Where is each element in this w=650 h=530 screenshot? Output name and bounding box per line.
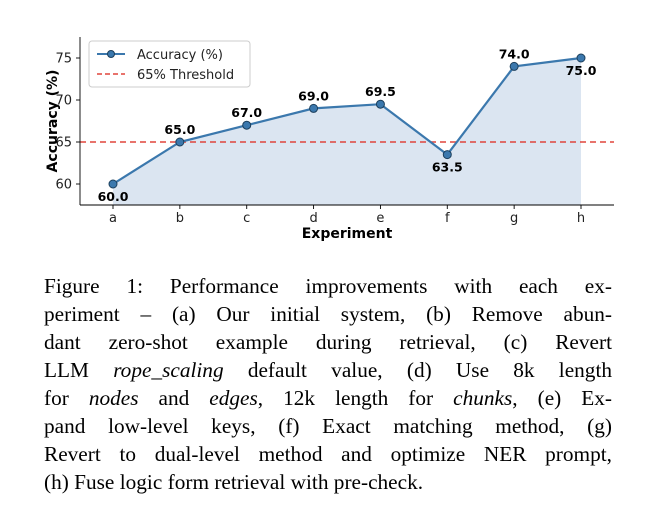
data-point-c [242, 120, 252, 130]
y-axis-title: Accuracy (%) [45, 70, 61, 173]
caption-text: for [44, 386, 89, 410]
legend-box [88, 40, 251, 88]
x-tick-label: g [510, 211, 518, 226]
x-tick-label: c [243, 211, 250, 226]
data-label-d: 69.0 [298, 88, 329, 103]
caption-line: (h) Fuse logic form retrieval with pre-c… [44, 468, 612, 496]
figure-caption: Figure 1: Performance improvements with … [44, 272, 612, 496]
y-tick-label: 65 [55, 136, 72, 151]
y-tick-label: 75 [55, 52, 72, 67]
caption-text: , (e) Ex- [512, 386, 612, 410]
data-label-h: 75.0 [566, 63, 597, 78]
accuracy-chart: 60.0 65.0 67.0 69.0 69.5 63.5 74.0 75.0 60 65 70 75… [45, 37, 614, 242]
caption-text: Revert to dual-level method and optimize… [44, 442, 612, 466]
series-line [112, 56, 582, 185]
y-tick-label: 70 [55, 94, 72, 109]
x-tick-label: h [577, 211, 585, 226]
data-label-b: 65.0 [164, 122, 195, 137]
caption-text: Figure 1: Performance improvements with … [44, 274, 612, 298]
caption-text: periment – (a) Our initial system, (b) R… [44, 302, 612, 326]
data-label-f: 63.5 [432, 160, 463, 175]
caption-italic-term: chunks [453, 386, 513, 410]
x-tick-label: d [309, 211, 317, 226]
x-tick-label: f [445, 211, 450, 226]
legend-series-label: Accuracy (%) [137, 48, 223, 63]
data-point-b [175, 137, 185, 147]
caption-line: periment – (a) Our initial system, (b) R… [44, 300, 612, 328]
data-point-d [309, 103, 319, 113]
caption-text: pand low-level keys, (f) Exact matching … [44, 414, 612, 438]
data-point-a [108, 179, 118, 189]
caption-text: default value, (d) Use 8k length [223, 358, 613, 382]
data-label-c: 67.0 [231, 105, 262, 120]
legend-series-marker [107, 50, 115, 58]
x-tick-label: e [376, 211, 384, 226]
caption-italic-term: rope_scaling [113, 358, 224, 382]
x-tick-label: a [109, 211, 117, 226]
caption-italic-term: nodes [88, 386, 139, 410]
caption-line: for nodes and edges, 12k length for chun… [44, 384, 612, 412]
caption-text: LLM [44, 358, 114, 382]
caption-line: dant zero-shot example during retrieval,… [44, 328, 612, 356]
caption-text: (h) Fuse logic form retrieval with pre-c… [44, 470, 424, 494]
data-point-f [442, 150, 452, 160]
data-point-g [509, 61, 519, 71]
caption-text: , 12k length for [257, 386, 454, 410]
data-label-e: 69.5 [365, 84, 396, 99]
caption-line: Figure 1: Performance improvements with … [44, 272, 612, 300]
data-point-h [576, 53, 586, 63]
y-tick-label: 60 [55, 178, 72, 193]
caption-line: LLM rope_scaling default value, (d) Use … [44, 356, 612, 384]
caption-text: and [138, 386, 210, 410]
caption-text: dant zero-shot example during retrieval,… [44, 330, 612, 354]
caption-line: Revert to dual-level method and optimize… [44, 440, 612, 468]
caption-italic-term: edges [209, 386, 258, 410]
caption-line: pand low-level keys, (f) Exact matching … [44, 412, 612, 440]
data-point-e [375, 99, 385, 109]
legend-threshold-label: 65% Threshold [137, 68, 234, 83]
data-label-g: 74.0 [499, 46, 530, 61]
data-label-a: 60.0 [98, 189, 129, 204]
x-tick-label: b [176, 211, 184, 226]
x-axis-title: Experiment [302, 226, 393, 242]
series-area-fill [113, 58, 581, 205]
